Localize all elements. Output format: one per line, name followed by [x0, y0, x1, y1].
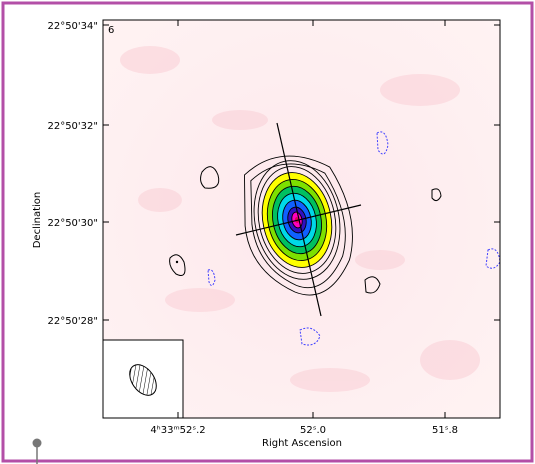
y-axis-label: Declination: [32, 192, 43, 249]
y-tick-label: 22°50'32": [47, 121, 98, 132]
image-area: [103, 20, 500, 418]
ticks: [103, 20, 500, 418]
y-tick-label: 22°50'28": [47, 316, 98, 327]
y-tick-label: 22°50'34": [47, 21, 98, 32]
panel-label: 6: [108, 25, 114, 36]
x-tick-label: 51ˢ.8: [432, 425, 458, 436]
x-tick-label: 52ˢ.0: [300, 425, 326, 436]
pin: [32, 438, 42, 448]
beam: [129, 364, 157, 396]
x-axis-label: Right Ascension: [262, 438, 342, 449]
x-tick-label: 4ʰ33ᵐ52ˢ.2: [150, 425, 205, 436]
y-tick-label: 22°50'30": [47, 218, 98, 229]
plot-frame: [102, 19, 501, 419]
